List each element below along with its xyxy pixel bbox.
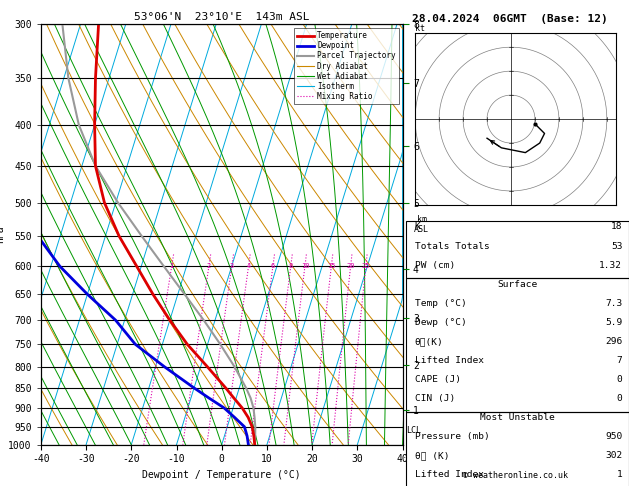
Text: 28.04.2024  06GMT  (Base: 12): 28.04.2024 06GMT (Base: 12) [412,14,608,24]
Text: 7: 7 [616,356,622,365]
Legend: Temperature, Dewpoint, Parcel Trajectory, Dry Adiabat, Wet Adiabat, Isotherm, Mi: Temperature, Dewpoint, Parcel Trajectory… [294,28,399,104]
Text: 8: 8 [289,263,293,269]
Text: 3: 3 [230,263,234,269]
Text: 1.32: 1.32 [599,260,622,270]
Text: PW (cm): PW (cm) [415,260,455,270]
Bar [406,412,629,486]
Text: 25: 25 [362,263,370,269]
Text: K: K [415,223,420,231]
Text: Surface: Surface [498,279,537,289]
Text: Lifted Index: Lifted Index [415,470,484,479]
Text: 1: 1 [616,470,622,479]
Text: θᴇ(K): θᴇ(K) [415,337,443,346]
Text: 10: 10 [301,263,309,269]
Text: 950: 950 [605,432,622,441]
Text: 2: 2 [207,263,211,269]
Text: 53: 53 [611,242,622,250]
Text: Most Unstable: Most Unstable [480,413,555,422]
Text: Lifted Index: Lifted Index [415,356,484,365]
Text: kt: kt [415,24,425,33]
Text: 6: 6 [270,263,275,269]
Text: Totals Totals: Totals Totals [415,242,489,250]
Text: Pressure (mb): Pressure (mb) [415,432,489,441]
Text: CAPE (J): CAPE (J) [415,375,460,384]
Text: 5.9: 5.9 [605,318,622,327]
Text: LCL: LCL [406,426,421,435]
Text: 0: 0 [616,394,622,403]
Y-axis label: km
ASL: km ASL [414,215,429,235]
Text: 0: 0 [616,375,622,384]
Text: 18: 18 [611,223,622,231]
Text: 1: 1 [170,263,174,269]
Text: 15: 15 [327,263,336,269]
Text: CIN (J): CIN (J) [415,394,455,403]
Text: θᴇ (K): θᴇ (K) [415,451,449,460]
Text: 7.3: 7.3 [605,299,622,308]
Bar [406,221,629,278]
Text: 296: 296 [605,337,622,346]
Bar [406,278,629,412]
Y-axis label: hPa: hPa [0,226,6,243]
Title: 53°06'N  23°10'E  143m ASL: 53°06'N 23°10'E 143m ASL [134,12,309,22]
Text: Temp (°C): Temp (°C) [415,299,466,308]
Text: © weatheronline.co.uk: © weatheronline.co.uk [464,471,568,480]
Text: Dewp (°C): Dewp (°C) [415,318,466,327]
Text: 20: 20 [347,263,355,269]
Text: 302: 302 [605,451,622,460]
X-axis label: Dewpoint / Temperature (°C): Dewpoint / Temperature (°C) [142,470,301,480]
Text: 4: 4 [247,263,250,269]
